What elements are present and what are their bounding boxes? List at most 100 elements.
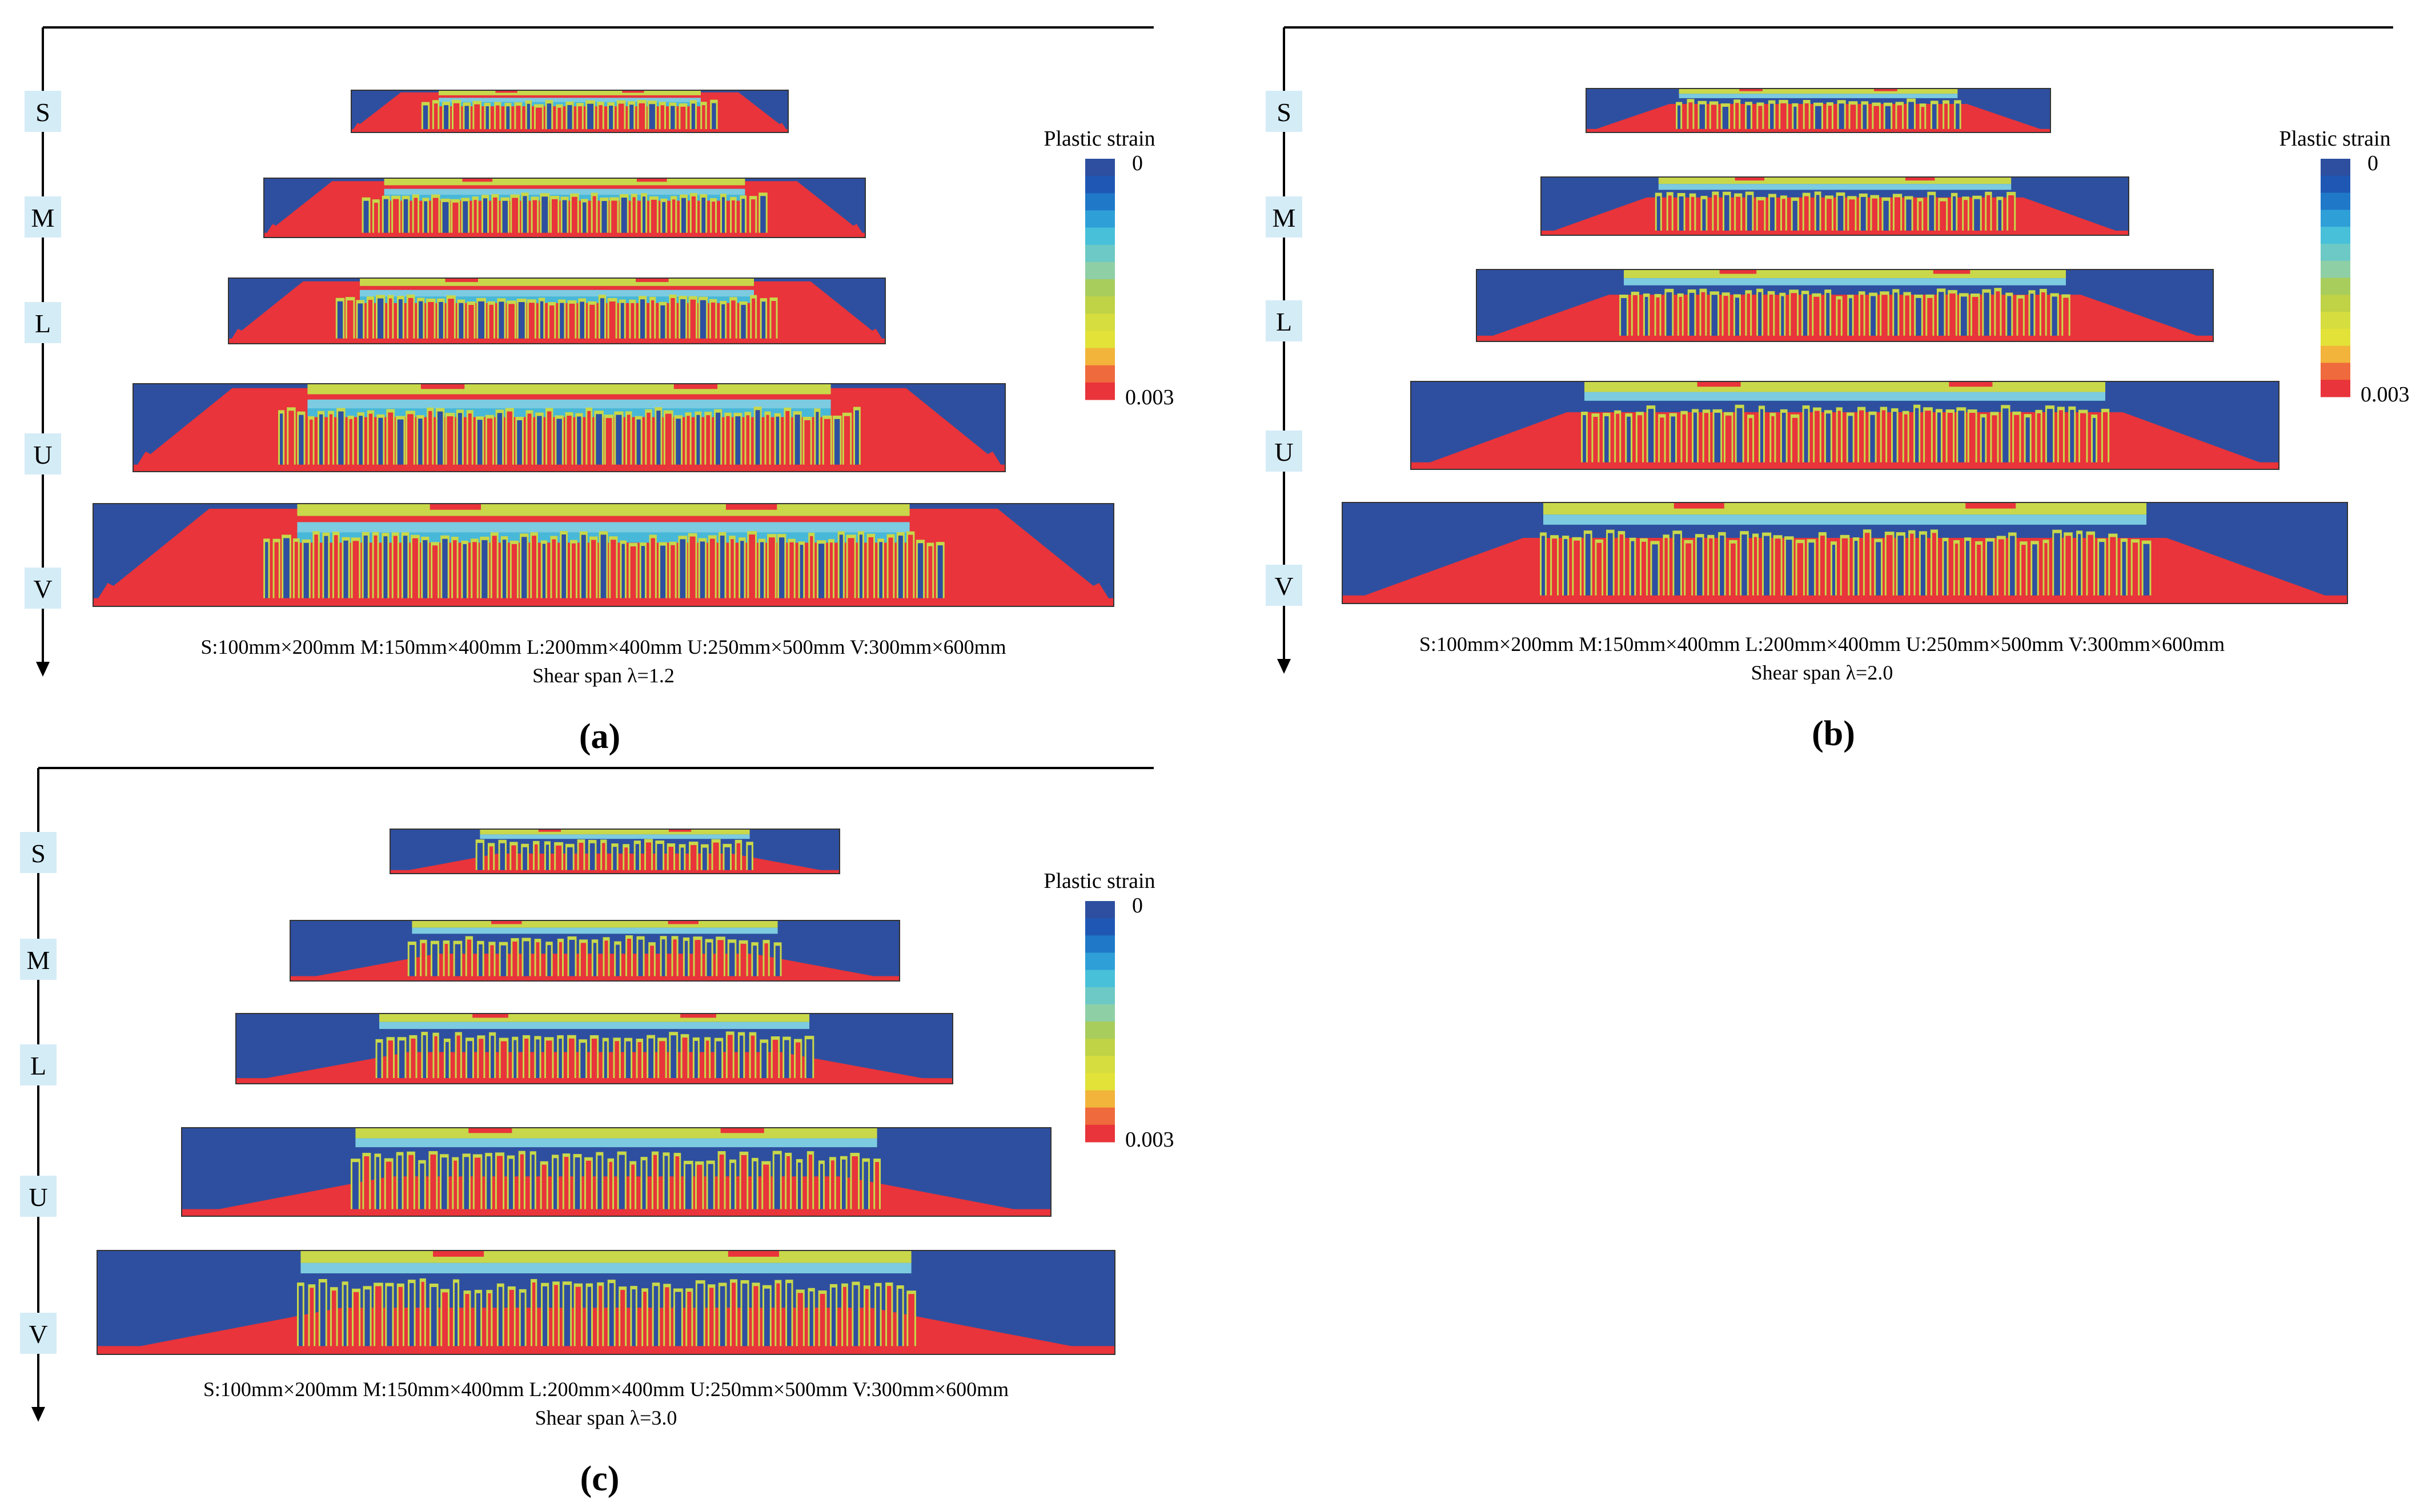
beam-outline: [97, 1250, 1115, 1355]
crack-finger: [642, 196, 646, 238]
colorbar-segment: [2321, 210, 2350, 227]
compression-band: [384, 178, 745, 186]
crack-finger: [600, 534, 607, 606]
crack-finger: [740, 541, 744, 606]
crack-finger: [463, 544, 467, 606]
tension-strip: [228, 338, 885, 344]
crack-finger: [829, 542, 833, 606]
transition-band: [480, 834, 750, 840]
crack-finger: [868, 537, 873, 606]
crack-finger: [1960, 296, 1967, 341]
crack-finger: [363, 535, 368, 606]
colorbar-title: Plastic strain: [1044, 869, 1155, 893]
crack-finger: [831, 1287, 836, 1354]
crack-finger: [1747, 195, 1752, 235]
crack-finger: [1921, 107, 1925, 132]
crack-finger: [859, 534, 863, 606]
crack-finger: [1825, 413, 1831, 469]
crack-finger: [830, 1160, 834, 1216]
crack-finger: [651, 538, 655, 606]
crack-finger: [398, 299, 403, 344]
colorbar-segment: [1085, 987, 1115, 1005]
elastic-zone-left: [264, 178, 336, 226]
tension-strip: [97, 1346, 1115, 1354]
crack-finger: [564, 1157, 569, 1216]
crack-finger: [1791, 293, 1797, 341]
crack-finger: [527, 413, 532, 472]
crack-finger: [468, 305, 474, 344]
crack-finger: [423, 1035, 427, 1084]
crack-finger: [2032, 544, 2037, 604]
crack-finger: [675, 1156, 680, 1216]
crack-finger: [542, 544, 546, 606]
crack-finger: [388, 412, 394, 472]
crack-finger: [386, 1161, 392, 1216]
crack-finger: [703, 847, 707, 874]
crack-finger: [1758, 106, 1763, 132]
crack-finger: [532, 200, 537, 238]
crack-finger: [712, 202, 716, 238]
crack-finger: [1860, 295, 1864, 341]
beam-outline: [1342, 502, 2348, 604]
crack-finger: [579, 843, 584, 874]
crack-finger: [854, 410, 859, 472]
crack-finger: [649, 104, 655, 132]
crack-finger: [1837, 411, 1841, 469]
crack-finger: [531, 1155, 535, 1216]
crack-finger: [696, 415, 700, 472]
crack-finger: [485, 106, 489, 132]
crack-finger: [577, 416, 581, 472]
crack-finger: [908, 534, 913, 606]
transition-band: [384, 188, 745, 196]
crack-finger: [865, 1289, 869, 1354]
crack-finger: [347, 300, 354, 344]
crack-finger: [1780, 103, 1787, 132]
crack-finger: [680, 299, 686, 344]
load-pad-right: [1965, 502, 2016, 509]
crack-finger: [2088, 534, 2094, 604]
crack-finger: [511, 845, 516, 874]
crack-finger: [642, 1160, 646, 1216]
size-label-V: V: [20, 1313, 57, 1354]
crack-finger: [605, 418, 612, 472]
crack-finger: [447, 416, 454, 472]
crack-finger: [732, 200, 735, 238]
crack-finger: [697, 1284, 704, 1354]
crack-finger: [771, 301, 776, 344]
crack-finger: [409, 1283, 414, 1354]
crack-finger: [1722, 107, 1729, 132]
crack-finger: [1938, 292, 1944, 341]
crack-finger: [2058, 410, 2063, 469]
crack-finger: [464, 106, 469, 132]
size-label-box: [20, 1176, 57, 1217]
crack-finger: [1881, 295, 1888, 341]
crack-finger: [567, 104, 572, 132]
crack-finger: [624, 847, 628, 874]
crack-finger: [547, 411, 552, 472]
crack-finger: [1574, 540, 1580, 604]
crack-finger: [472, 542, 477, 606]
crack-finger: [578, 106, 582, 132]
crack-finger: [453, 540, 457, 606]
crack-finger: [575, 1286, 581, 1354]
crack-finger: [1804, 103, 1809, 132]
size-label-box: [1266, 91, 1302, 132]
crack-finger: [1815, 411, 1820, 469]
crack-finger: [1905, 295, 1909, 341]
crack-finger: [1688, 102, 1693, 132]
crack-finger: [377, 1042, 382, 1084]
crack-finger: [473, 200, 477, 238]
crack-finger: [824, 419, 830, 472]
colorbar-segment: [2321, 295, 2350, 312]
crack-finger: [741, 199, 745, 238]
beam-outline: [290, 920, 900, 982]
crack-finger: [1919, 201, 1922, 235]
crack-finger: [1656, 196, 1660, 235]
crack-finger: [621, 544, 625, 606]
crack-finger: [528, 303, 535, 344]
crack-finger: [324, 536, 328, 606]
colorbar-segment: [1085, 227, 1115, 246]
web-band: [300, 1273, 912, 1284]
crack-finger: [2093, 418, 2096, 469]
crack-finger: [1648, 409, 1654, 469]
